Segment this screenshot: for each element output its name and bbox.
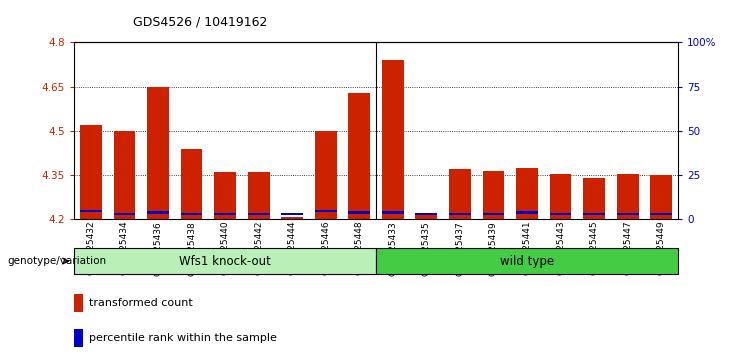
Bar <box>651 175 672 219</box>
Bar <box>449 213 471 215</box>
Bar <box>147 211 169 213</box>
Bar <box>247 172 270 219</box>
Bar <box>416 213 437 215</box>
Bar <box>181 149 202 219</box>
Bar <box>113 131 136 219</box>
Bar <box>516 211 538 213</box>
Bar <box>482 171 505 219</box>
Bar <box>282 213 303 215</box>
Bar <box>550 174 571 219</box>
Bar <box>651 213 672 215</box>
Bar <box>80 125 102 219</box>
Bar <box>382 211 404 213</box>
Bar <box>583 213 605 215</box>
Bar <box>382 60 404 219</box>
Bar <box>348 211 370 213</box>
Bar <box>247 213 270 215</box>
Bar <box>147 87 169 219</box>
Bar <box>516 168 538 219</box>
Bar <box>282 217 303 219</box>
Bar <box>583 178 605 219</box>
Text: Wfs1 knock-out: Wfs1 knock-out <box>179 255 271 268</box>
Text: transformed count: transformed count <box>89 298 193 308</box>
Bar <box>550 213 571 215</box>
Text: GDS4526 / 10419162: GDS4526 / 10419162 <box>133 16 268 29</box>
Bar <box>113 213 136 215</box>
Bar <box>315 210 336 212</box>
Bar <box>482 213 505 215</box>
Bar <box>348 93 370 219</box>
Bar <box>315 131 336 219</box>
Bar <box>214 213 236 215</box>
Bar <box>214 172 236 219</box>
Text: percentile rank within the sample: percentile rank within the sample <box>89 333 277 343</box>
Bar <box>181 213 202 215</box>
Bar <box>617 174 639 219</box>
Text: genotype/variation: genotype/variation <box>7 256 107 266</box>
Bar <box>80 210 102 212</box>
Bar <box>449 169 471 219</box>
Text: wild type: wild type <box>500 255 554 268</box>
Bar <box>416 213 437 219</box>
Bar <box>617 213 639 215</box>
